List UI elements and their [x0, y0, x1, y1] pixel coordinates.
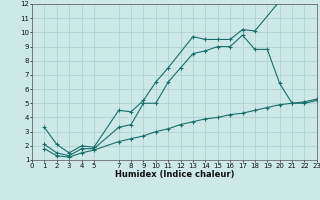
X-axis label: Humidex (Indice chaleur): Humidex (Indice chaleur) [115, 170, 234, 179]
